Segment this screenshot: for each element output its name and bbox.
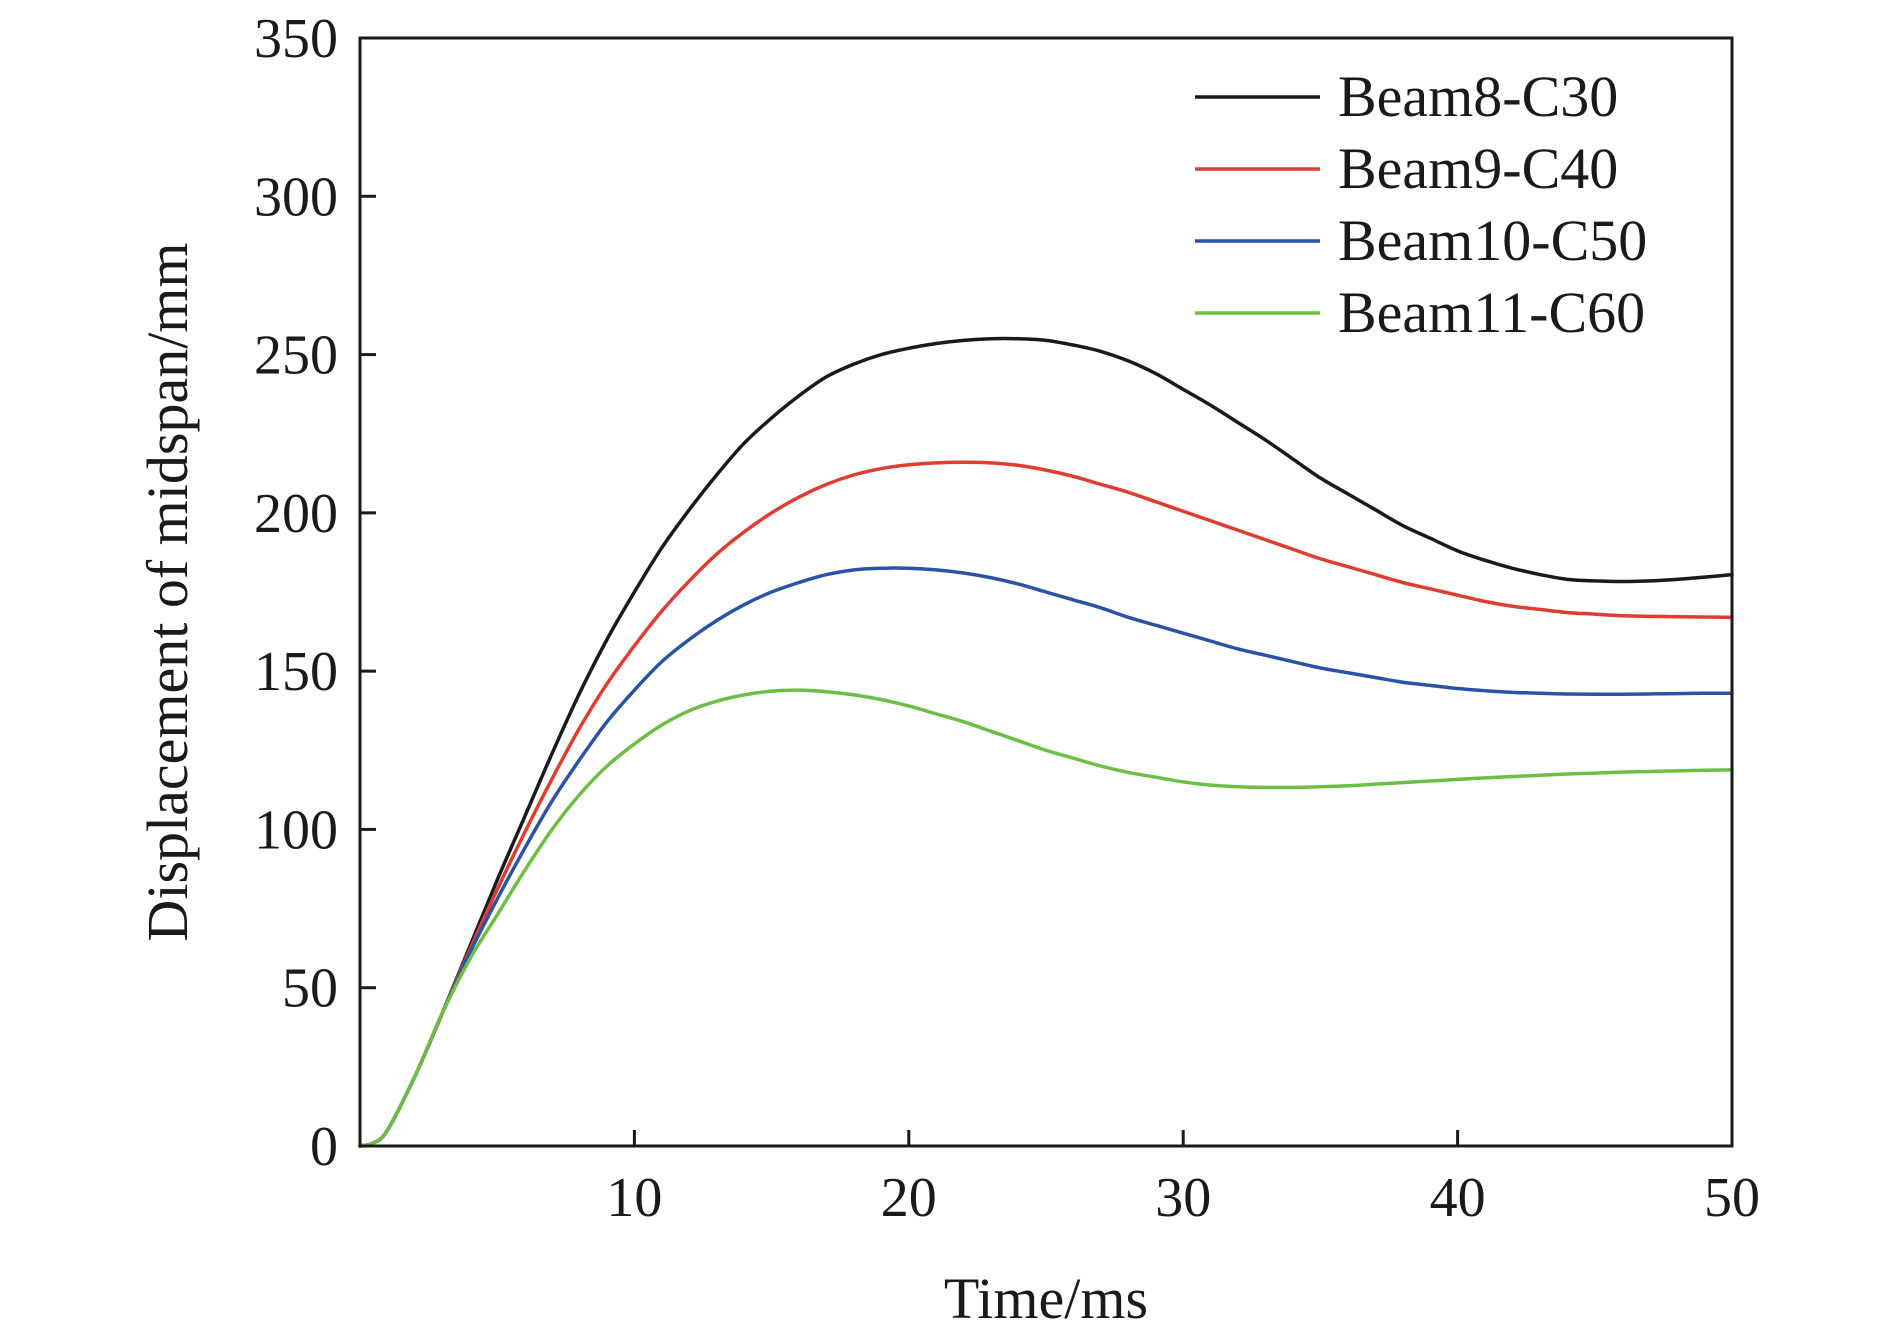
legend-label-beam9-c40: Beam9-C40 [1338, 136, 1618, 201]
x-tick-label: 30 [1155, 1167, 1211, 1229]
y-tick-label: 100 [254, 799, 338, 861]
legend-label-beam8-c30: Beam8-C30 [1338, 64, 1618, 129]
y-tick-label: 0 [310, 1116, 338, 1178]
series-line-beam10-c50 [358, 566, 1734, 1148]
series-layer [358, 336, 1734, 1148]
y-tick-label: 350 [254, 8, 338, 70]
x-tick-label: 10 [606, 1167, 662, 1229]
y-tick-label: 250 [254, 325, 338, 387]
y-axis-label: Displacement of midspan/mm [135, 242, 200, 941]
series-line-beam11-c60 [358, 688, 1734, 1148]
y-tick-label: 300 [254, 166, 338, 228]
x-tick-label: 50 [1704, 1167, 1760, 1229]
axis-ticks: 10 20 30 40 50 0 50 100 150 200 250 300 350 [254, 8, 1760, 1229]
y-tick-label: 50 [282, 958, 338, 1020]
legend: Beam8-C30 Beam9-C40 Beam10-C50 Beam11-C60 [1195, 64, 1647, 345]
plot-frame [358, 36, 1734, 1148]
series-line-beam8-c30 [358, 336, 1734, 1148]
y-tick-label: 150 [254, 641, 338, 703]
x-tick-label: 40 [1430, 1167, 1486, 1229]
x-axis-label: Time/ms [944, 1266, 1148, 1330]
x-tick-label: 20 [881, 1167, 937, 1229]
y-tick-label: 200 [254, 483, 338, 545]
series-line-beam9-c40 [358, 460, 1734, 1148]
legend-label-beam11-c60: Beam11-C60 [1338, 280, 1645, 345]
legend-label-beam10-c50: Beam10-C50 [1338, 208, 1647, 273]
